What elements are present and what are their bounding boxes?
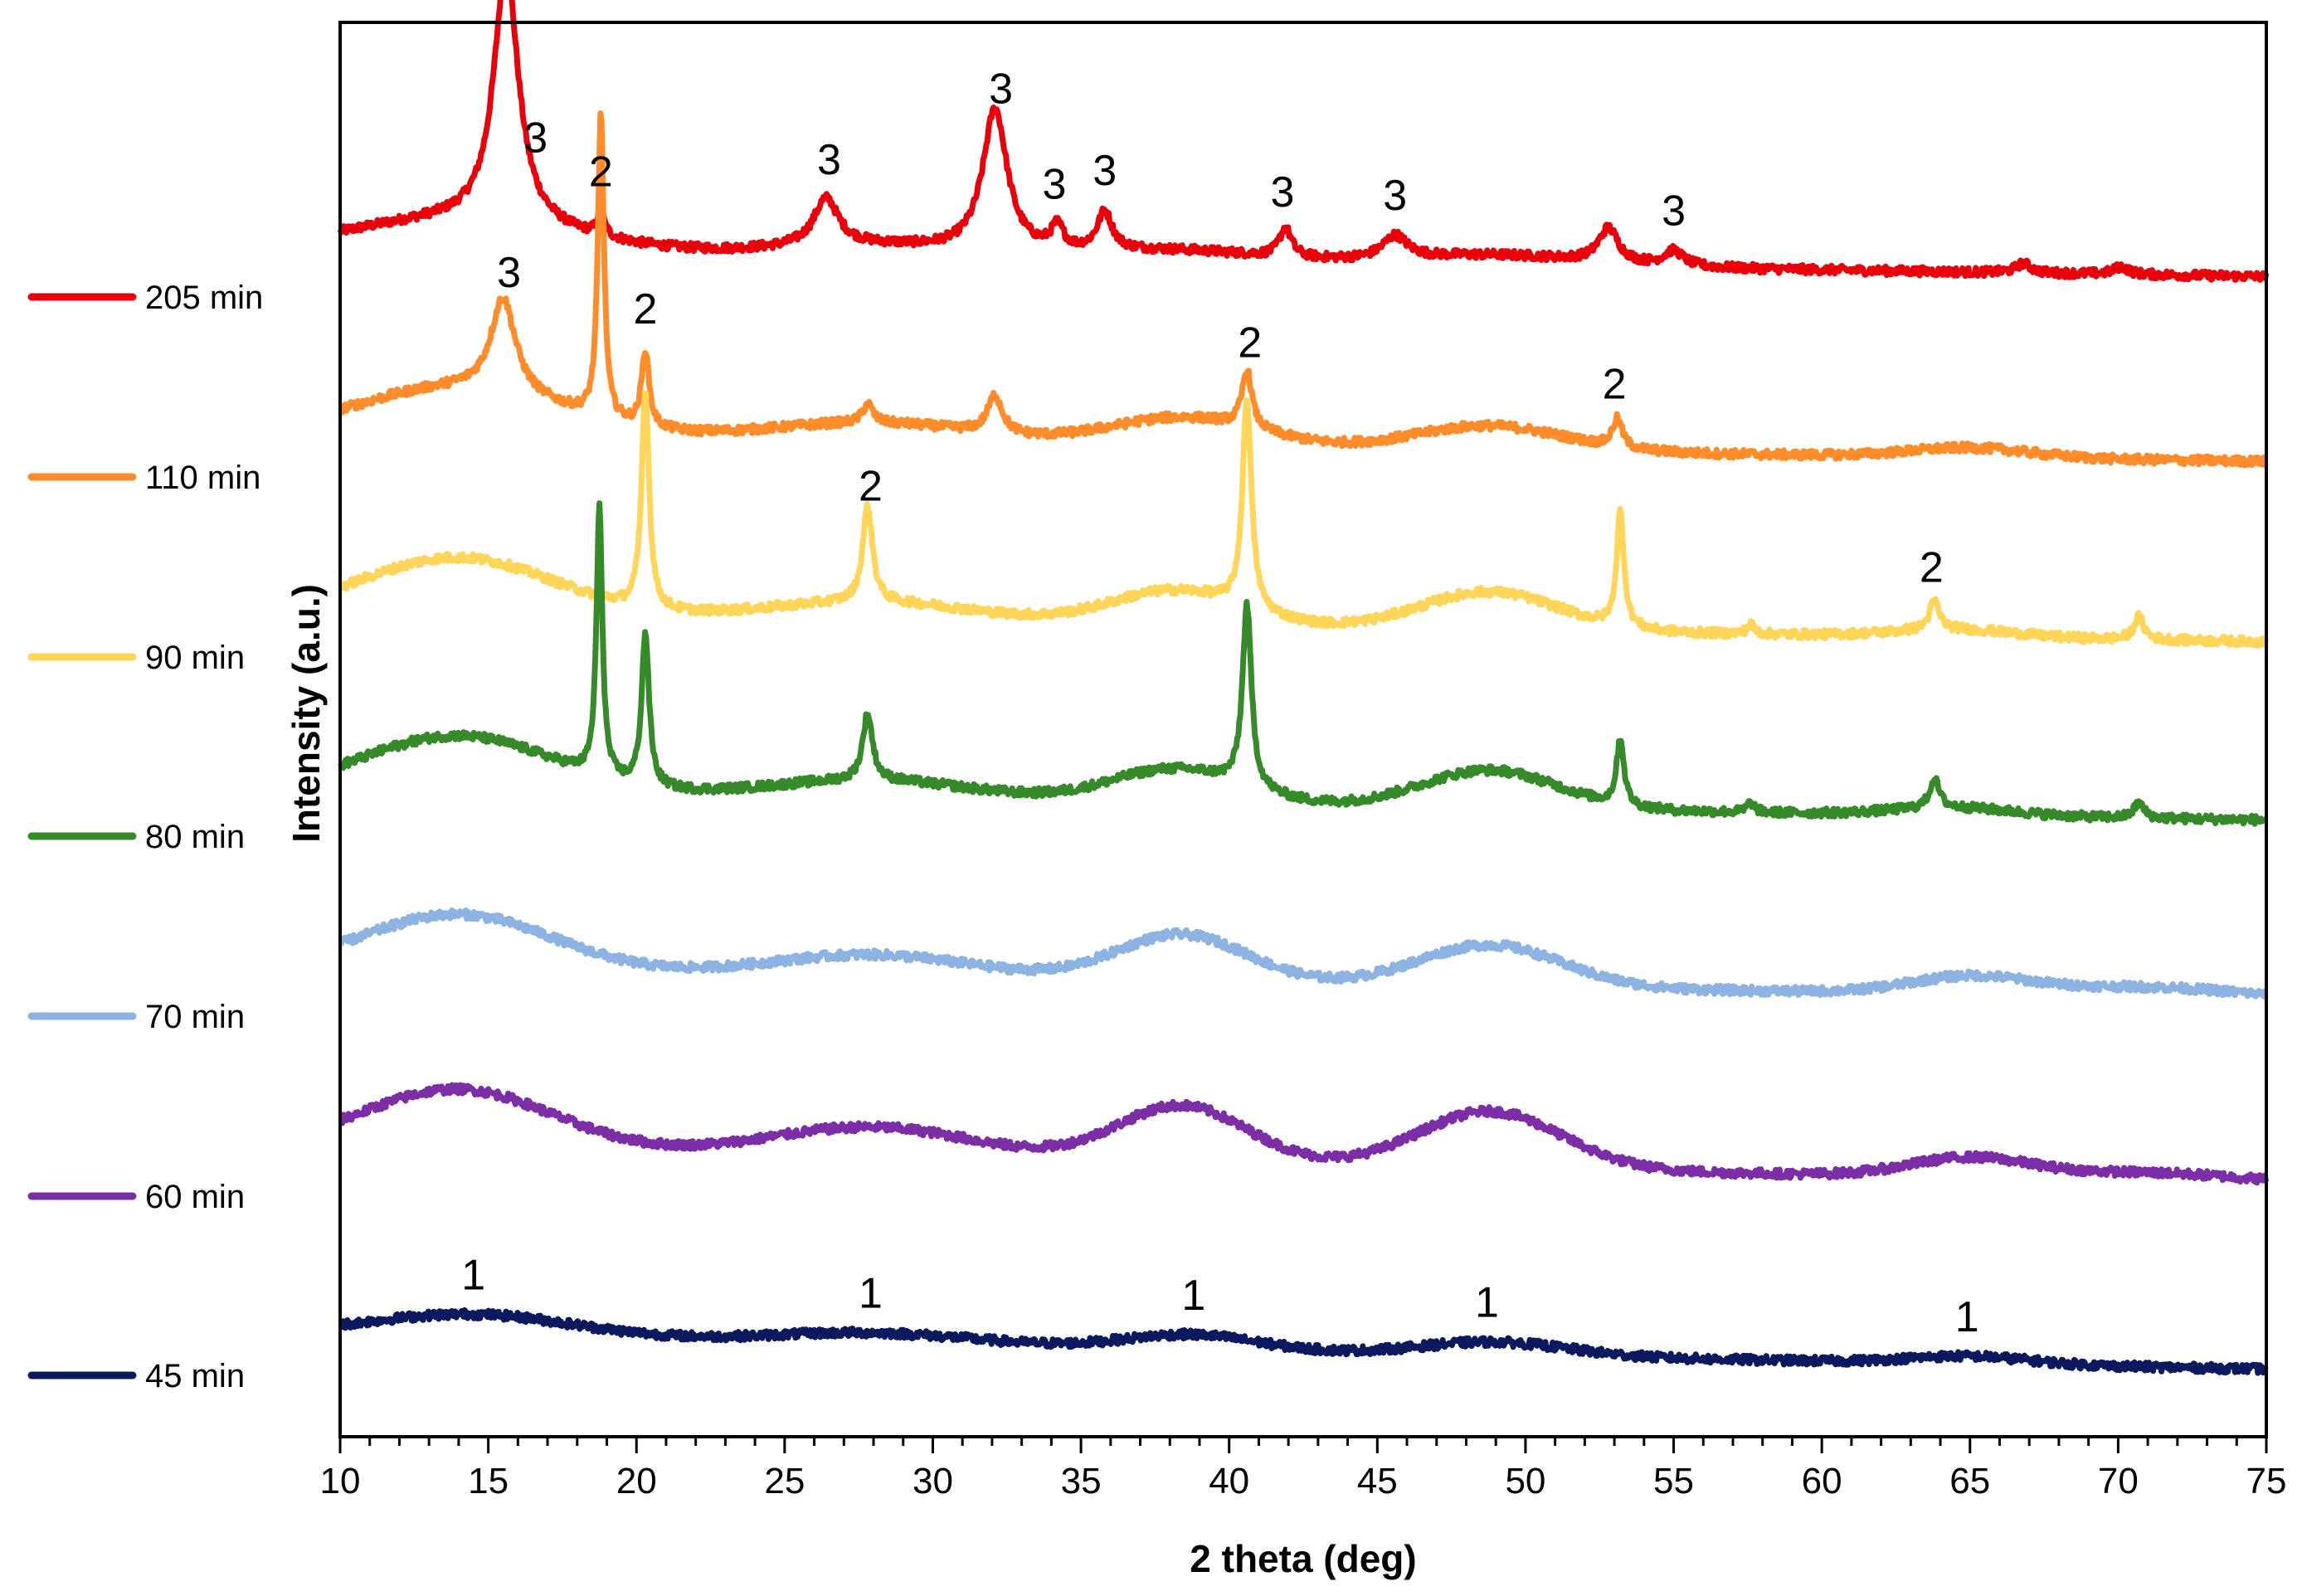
peak-label: 1	[461, 1251, 485, 1299]
x-tick-label: 50	[1505, 1461, 1545, 1501]
series-line-70-min	[338, 907, 2269, 1000]
x-tick-label: 40	[1209, 1461, 1249, 1501]
legend-label: 205 min	[145, 280, 263, 316]
series-line-90-min	[338, 390, 2270, 649]
legend-label: 70 min	[145, 999, 245, 1035]
legend-item: 45 min	[27, 1358, 245, 1394]
x-tick-label: 75	[2246, 1461, 2287, 1501]
legend-label: 90 min	[145, 640, 245, 676]
y-axis-title: Intensity (a.u.)	[285, 584, 328, 843]
x-tick-label: 10	[320, 1461, 361, 1501]
x-tick-label: 15	[468, 1461, 509, 1501]
peak-label: 2	[1238, 319, 1262, 367]
peak-label: 2	[859, 462, 883, 510]
legend-label: 60 min	[145, 1179, 245, 1215]
x-tick-label: 20	[616, 1461, 657, 1501]
x-tick-label: 35	[1061, 1461, 1102, 1501]
legend-item: 60 min	[27, 1179, 245, 1215]
peak-label: 1	[1955, 1293, 1979, 1341]
legend-item: 110 min	[27, 460, 260, 496]
peak-label: 3	[1271, 168, 1295, 217]
x-tick-label: 30	[913, 1461, 953, 1501]
peak-label: 2	[1603, 360, 1627, 408]
peak-label: 3	[1093, 147, 1117, 195]
peak-label: 2	[1920, 543, 1944, 591]
x-tick-label: 65	[1949, 1461, 1990, 1501]
x-axis-ticks: 10 15 20 25 30 35 40 45 50 55 60 65 70 75	[320, 1437, 2287, 1501]
x-tick-label: 45	[1357, 1461, 1398, 1501]
peak-label: 1	[1181, 1272, 1205, 1320]
series-line-45-min	[338, 1306, 2269, 1376]
x-axis-title: 2 theta (deg)	[1190, 1537, 1416, 1580]
legend-item: 205 min	[27, 280, 263, 316]
x-tick-label: 60	[1802, 1461, 1842, 1501]
legend: 205 min 110 min 90 min 80 min 70 min 60 min 45…	[27, 280, 263, 1394]
plot-frame	[338, 21, 2268, 1438]
peak-label: 1	[1475, 1279, 1499, 1327]
peak-label: 1	[859, 1270, 883, 1318]
peak-label: 3	[1383, 172, 1407, 220]
series-line-205-min	[337, 0, 2270, 283]
peak-label: 2	[589, 148, 613, 197]
legend-item: 90 min	[27, 640, 245, 676]
peak-label: 3	[497, 249, 521, 297]
legend-item: 70 min	[27, 999, 245, 1035]
legend-label: 80 min	[145, 819, 245, 855]
legend-item: 80 min	[27, 819, 245, 855]
peak-label: 3	[1662, 187, 1686, 235]
series-line-110-min	[338, 110, 2269, 469]
x-tick-label: 70	[2098, 1461, 2139, 1501]
series-line-60-min	[338, 1082, 2270, 1186]
x-tick-label: 55	[1653, 1461, 1694, 1501]
peak-label: 3	[1042, 160, 1066, 208]
x-tick-label: 25	[764, 1461, 805, 1501]
legend-label: 110 min	[145, 460, 260, 496]
series-line-80-min	[338, 500, 2269, 827]
legend-label: 45 min	[145, 1358, 245, 1394]
series-traces	[337, 0, 2270, 1376]
peak-label: 3	[817, 136, 841, 184]
peak-label: 3	[523, 114, 548, 163]
peak-label: 2	[633, 285, 657, 333]
peak-label: 3	[989, 66, 1013, 114]
